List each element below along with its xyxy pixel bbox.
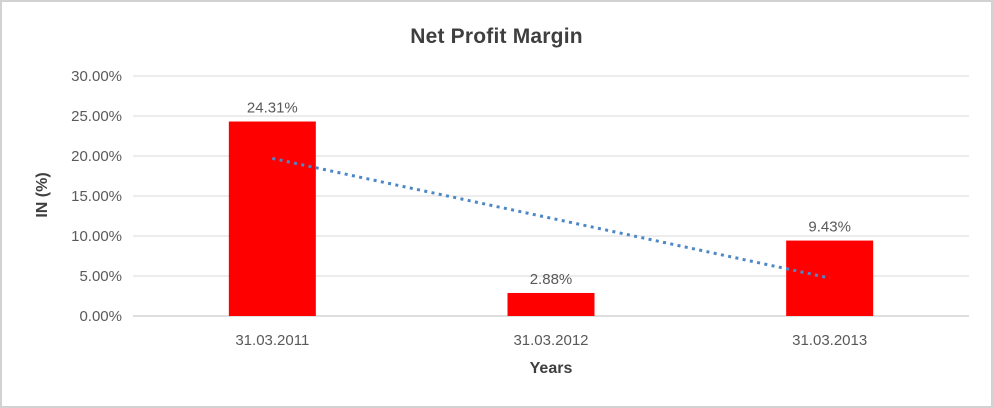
x-tick-label: 31.03.2012 [513,332,588,349]
y-tick-label: 0.00% [79,308,122,325]
bar-value-label: 2.88% [530,271,573,288]
y-tick-label: 15.00% [71,188,122,205]
chart-title: Net Profit Margin [410,25,583,48]
y-tick-label: 30.00% [71,68,122,85]
x-axis-title: Years [529,360,573,377]
x-tick-label: 31.03.2011 [235,332,309,349]
bar-value-label: 24.31% [247,100,298,117]
y-tick-label: 20.00% [71,148,122,165]
y-tick-label: 25.00% [71,108,122,125]
bar [228,121,316,317]
y-tick-label: 5.00% [79,268,122,285]
trendline [272,156,830,280]
bar-value-label: 9.43% [808,219,851,236]
x-tick-label: 31.03.2013 [792,332,867,349]
y-tick-label: 10.00% [71,228,122,245]
bar [507,292,595,316]
bar [786,240,874,316]
